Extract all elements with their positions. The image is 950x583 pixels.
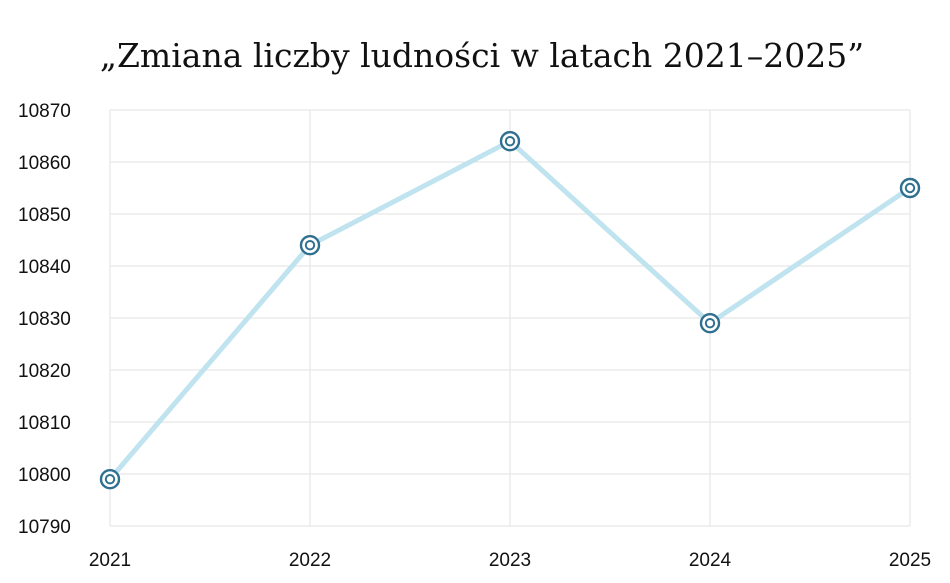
x-axis: 2021 2022 2023 2024 2025 [89,550,931,571]
data-point [99,469,121,490]
data-point [699,313,721,334]
data-point-inner-ring [904,182,916,194]
data-point [299,234,321,256]
y-tick-label: 10850 [18,205,71,226]
grid [109,109,911,527]
x-tick-label: 2024 [689,550,732,571]
y-tick-label: 10800 [18,465,71,486]
x-tick-label: 2023 [489,550,531,571]
data-point-inner-ring [304,240,316,251]
x-tick-label: 2021 [89,550,131,571]
y-axis: 10790 10800 10810 10820 10830 10840 10850 10860… [18,101,71,538]
x-tick-label: 2025 [889,550,931,571]
data-point [899,177,921,199]
y-tick-label: 10840 [18,257,71,278]
data-point-inner-ring [704,318,716,329]
y-tick-label: 10810 [18,413,71,434]
y-tick-label: 10860 [18,153,71,174]
chart-title: „Zmiana liczby ludności w latach 2021–20… [100,36,864,75]
y-tick-label: 10790 [18,517,71,538]
data-point-inner-ring [504,136,516,147]
data-point [499,130,521,152]
data-point-inner-ring [104,474,116,485]
y-tick-label: 10820 [18,361,71,382]
y-tick-label: 10830 [18,309,71,330]
series [99,130,921,490]
y-tick-label: 10870 [18,101,71,122]
x-tick-label: 2022 [289,550,331,571]
